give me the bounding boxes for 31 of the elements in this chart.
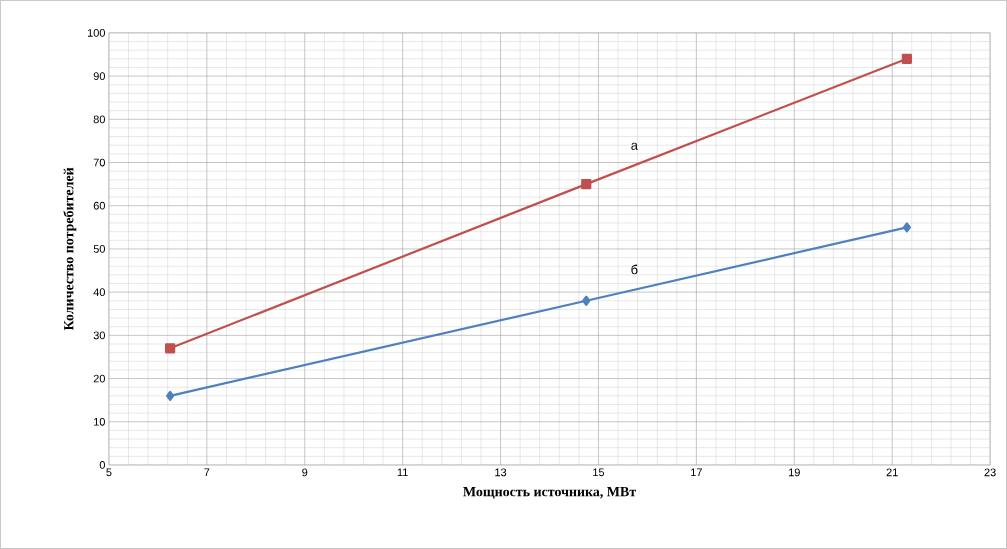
y-tick-label: 80 (93, 115, 105, 124)
y-tick-label: 30 (93, 331, 105, 340)
point (902, 222, 911, 233)
y-tick-label: 0 (99, 461, 105, 469)
y-tick-label: 70 (93, 158, 105, 167)
point (581, 179, 592, 190)
x-tick-label: 23 (984, 468, 996, 477)
point (166, 390, 175, 401)
x-tick-label: 11 (397, 468, 408, 477)
y-axis-title: Количество потребителей (63, 167, 77, 331)
x-tick-label: 13 (495, 468, 507, 477)
x-tick-label: 17 (691, 468, 702, 477)
x-axis-title: Мощность источника, МВт (463, 487, 636, 499)
x-tick-label: 15 (593, 468, 605, 477)
point (582, 295, 591, 306)
x-tick-label: 21 (886, 468, 898, 477)
point (165, 343, 176, 354)
y-tick-label: 40 (93, 288, 105, 297)
y-tick-label: 60 (93, 201, 105, 210)
x-tick-label: 19 (789, 468, 800, 477)
x-tick-label: 9 (302, 468, 308, 477)
y-tick-label: 50 (93, 245, 105, 253)
y-tick-label: 20 (93, 374, 105, 383)
y-tick-label: 100 (87, 29, 105, 37)
y-tick-label: 10 (94, 417, 105, 426)
x-tick-label: 5 (106, 468, 112, 477)
series-label: а (631, 142, 638, 150)
series-label: б (631, 264, 638, 275)
y-tick-label: 90 (93, 72, 105, 81)
point (901, 53, 912, 64)
x-tick-label: 7 (204, 468, 210, 477)
